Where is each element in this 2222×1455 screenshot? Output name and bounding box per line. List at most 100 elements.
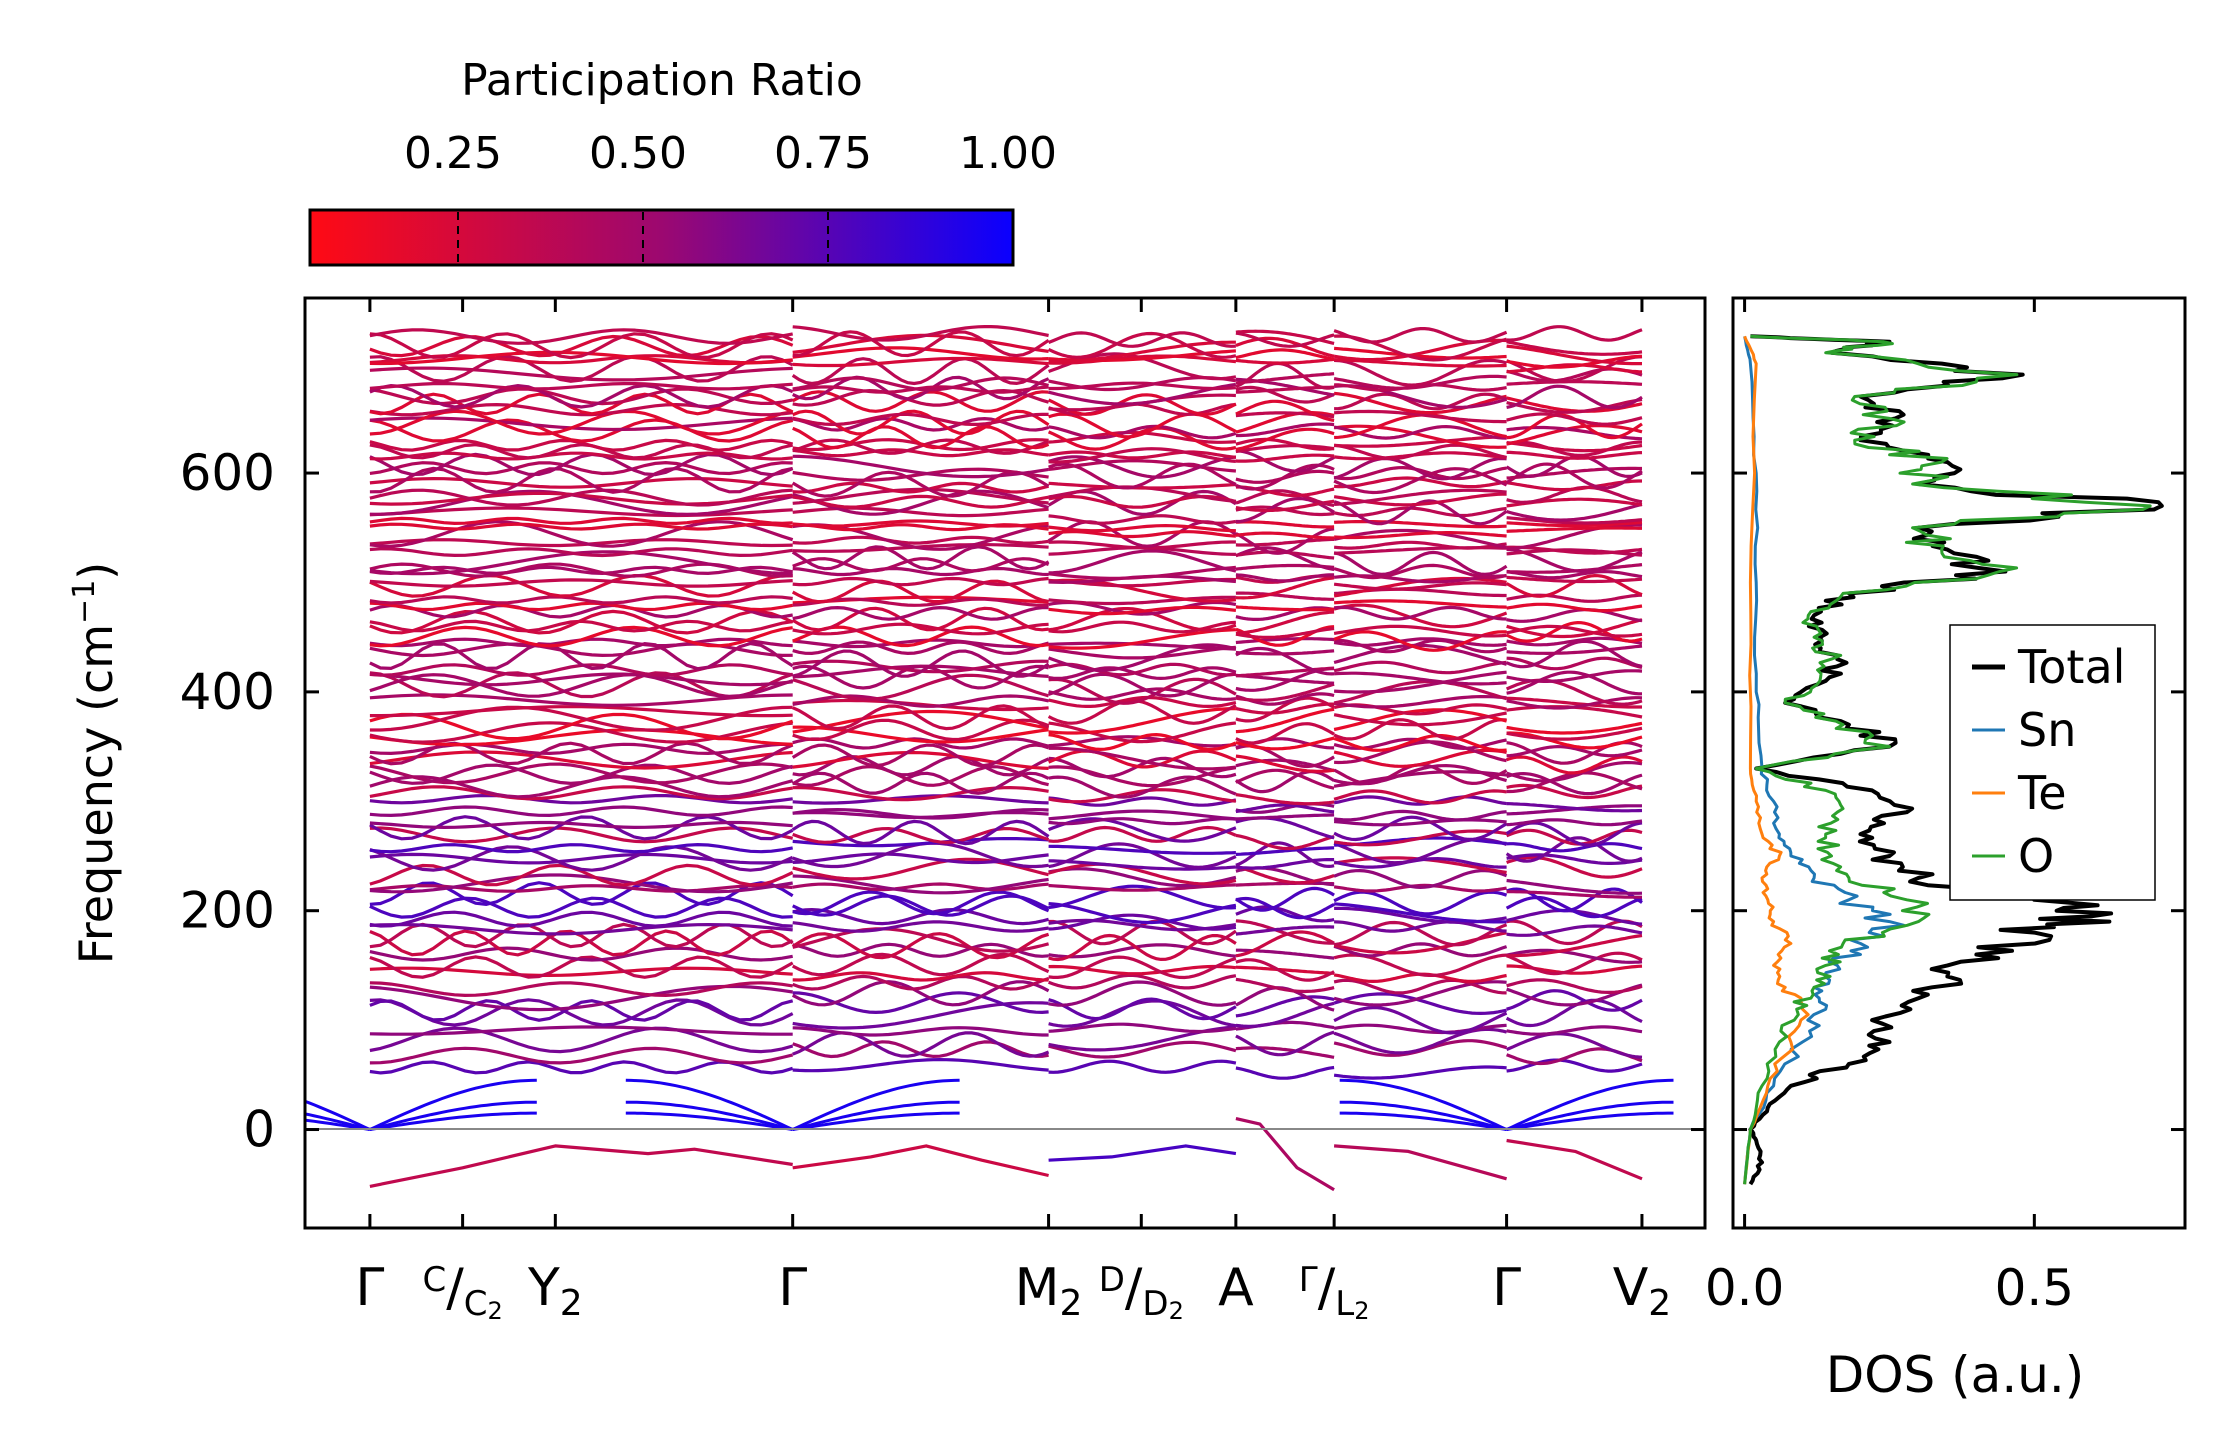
phonon-branch (791, 743, 1050, 768)
phonon-branch (1333, 671, 1507, 686)
phonon-branch (1048, 721, 1237, 744)
phonon-branch (792, 709, 1049, 734)
phonon-branch (1048, 825, 1237, 843)
acoustic-branch (625, 1111, 793, 1131)
phonon-branch (1333, 605, 1507, 621)
k-label-main: Γ (778, 1258, 807, 1318)
phonon-branch (369, 418, 794, 443)
phonon-branch (791, 819, 1050, 846)
phonon-branch (1235, 682, 1335, 702)
phonon-branch (1333, 540, 1507, 550)
phonon-branch (1048, 913, 1237, 931)
phonon-branch (1235, 531, 1335, 540)
phonon-branch (792, 1031, 1050, 1058)
phonon-branch (1506, 441, 1643, 453)
phonon-branch (1235, 919, 1335, 945)
phonon-branch (791, 357, 1050, 386)
acoustic-branch (305, 1099, 371, 1131)
phonon-branch (792, 737, 1050, 750)
phonon-branch (1235, 722, 1335, 745)
phonon-branch (1333, 953, 1507, 977)
phonon-branch (792, 346, 1049, 361)
colorbar: Participation Ratio 0.25 0.50 0.75 1.00 (308, 55, 1057, 267)
phonon-branch (792, 785, 1049, 802)
phonon-branch (792, 519, 1049, 528)
acoustic-branch (369, 1100, 537, 1131)
phonon-branch (1235, 846, 1335, 856)
phonon-branch (792, 376, 1049, 392)
phonon-branch (1506, 656, 1643, 671)
phonon-branch (1506, 731, 1643, 750)
phonon-branch (369, 354, 794, 383)
phonon-branch (1333, 643, 1508, 666)
phonon-branch (369, 506, 793, 518)
k-point-label: M2 (1015, 1258, 1083, 1324)
phonon-branch (792, 605, 1049, 621)
phonon-branch (1506, 593, 1643, 603)
phonon-branch (1235, 754, 1335, 773)
phonon-branch (1048, 746, 1237, 771)
phonon-branch (1048, 641, 1236, 651)
phonon-branch (369, 383, 794, 409)
phonon-branch (1235, 336, 1335, 358)
phonon-branch (1506, 607, 1643, 623)
phonon-branch (792, 535, 1049, 545)
phonon-branch (1235, 965, 1335, 975)
phonon-branch (1048, 459, 1237, 473)
k-point-label: Y2 (527, 1258, 583, 1324)
phonon-branch (1235, 489, 1335, 507)
colorbar-gradient (308, 208, 1015, 267)
phonon-branch (1235, 793, 1335, 806)
phonon-branch (1235, 637, 1335, 645)
y-axis-label-base: Frequency (cm (69, 624, 123, 964)
phonon-branch (1333, 637, 1507, 647)
acoustic-branch (625, 1100, 794, 1131)
phonon-branch (1235, 803, 1335, 814)
phonon-branch (1506, 721, 1643, 735)
phonon-branch (1235, 977, 1335, 994)
phonon-branch (1506, 545, 1643, 555)
k-label-num: D (1099, 1260, 1125, 1300)
phonon-branch (792, 942, 1049, 958)
phonon-branch (1506, 1058, 1643, 1073)
phonon-branch (792, 438, 1050, 455)
phonon-branch (1048, 530, 1237, 539)
phonon-branch (1235, 707, 1335, 734)
k-point-label: C/C2 (422, 1258, 502, 1325)
phonon-branch (369, 488, 793, 507)
phonon-branch (1506, 440, 1642, 458)
phonon-branch (1047, 331, 1237, 359)
phonon-branch (1333, 456, 1507, 481)
phonon-branch (792, 794, 1049, 805)
acoustic-branch (625, 1078, 794, 1131)
phonon-branch (792, 640, 1050, 656)
phonon-branch (1235, 372, 1335, 385)
acoustic-branch (792, 1078, 960, 1131)
phonon-branch (1333, 883, 1507, 893)
phonon-branch (792, 625, 1049, 648)
k-label-sub: 2 (1648, 1283, 1671, 1324)
phonon-branch (1048, 1040, 1237, 1059)
phonon-branch (369, 826, 794, 844)
phonon-branch (792, 765, 1049, 787)
phonon-branch (1235, 385, 1335, 404)
phonon-branch (369, 334, 794, 358)
phonon-branch (1048, 933, 1237, 962)
phonon-branch (1048, 707, 1236, 735)
phonon-branch (1048, 862, 1237, 886)
phonon-branch (1048, 523, 1236, 533)
phonon-branch (369, 573, 793, 598)
phonon-branch (1506, 696, 1642, 709)
phonon-branch (1333, 599, 1507, 609)
acoustic-branch (369, 1078, 537, 1131)
acoustic-branch (369, 1111, 537, 1131)
phonon-branch (1333, 942, 1508, 958)
phonon-branch (369, 984, 793, 1012)
phonon-branch (369, 641, 794, 671)
phonon-branch (1048, 605, 1237, 616)
phonon-branch (1048, 817, 1237, 826)
phonon-branch (1048, 447, 1237, 464)
phonon-branch (1235, 444, 1335, 454)
phonon-branch (1048, 354, 1237, 365)
phonon-branch (1506, 933, 1643, 958)
